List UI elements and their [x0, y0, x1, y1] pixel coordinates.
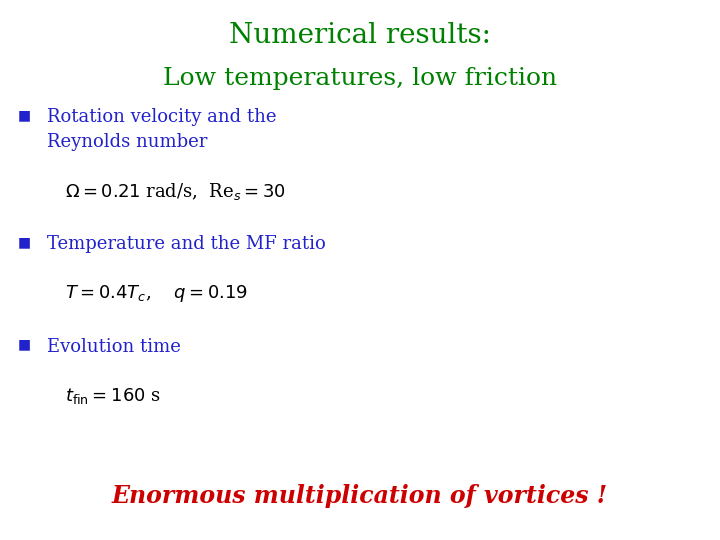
Text: $t_{\mathrm{fin}} = 160$ s: $t_{\mathrm{fin}} = 160$ s — [65, 386, 161, 406]
Text: Enormous multiplication of vortices !: Enormous multiplication of vortices ! — [112, 484, 608, 508]
Text: ■: ■ — [18, 108, 31, 122]
Text: Temperature and the MF ratio: Temperature and the MF ratio — [47, 235, 325, 253]
Text: $T = 0.4T_c$,    $q = 0.19$: $T = 0.4T_c$, $q = 0.19$ — [65, 284, 248, 305]
Text: $\Omega = 0.21$ rad/s,  Re$_s = 30$: $\Omega = 0.21$ rad/s, Re$_s = 30$ — [65, 181, 286, 202]
Text: Numerical results:: Numerical results: — [229, 22, 491, 49]
Text: Rotation velocity and the
Reynolds number: Rotation velocity and the Reynolds numbe… — [47, 108, 276, 151]
Text: ■: ■ — [18, 235, 31, 249]
Text: ■: ■ — [18, 338, 31, 352]
Text: Low temperatures, low friction: Low temperatures, low friction — [163, 68, 557, 91]
Text: Evolution time: Evolution time — [47, 338, 181, 355]
